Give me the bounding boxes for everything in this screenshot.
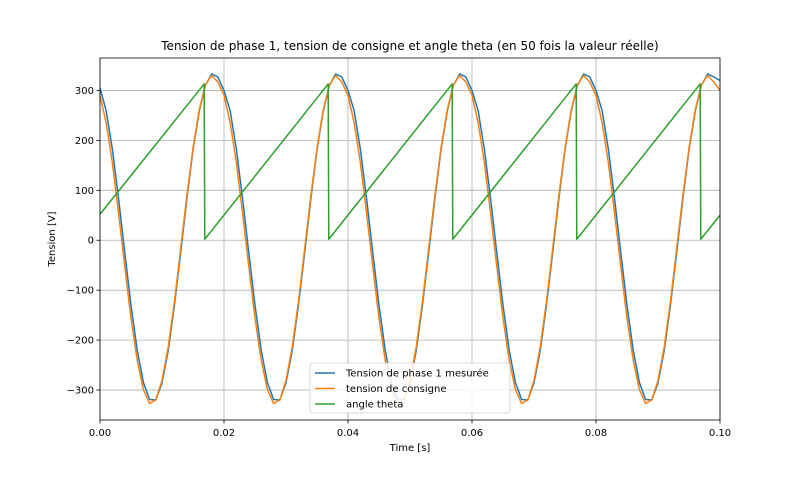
x-tick-label: 0.08 — [585, 428, 607, 439]
y-tick-label: 0 — [88, 236, 94, 247]
legend-box — [309, 362, 511, 414]
x-tick-label: 0.04 — [337, 428, 359, 439]
y-tick-label: 300 — [75, 86, 94, 97]
ticks: 0.00 0.02 0.04 0.06 0.08 0.10 −300 −200 −100 0 100… — [67, 86, 732, 439]
y-axis-label: Tension [V] — [47, 211, 58, 267]
legend: Tension de phase 1 mesurée tension de con… — [309, 362, 511, 414]
y-tick-label: 200 — [75, 136, 94, 147]
legend-label-2: tension de consigne — [346, 384, 447, 395]
x-axis-label: Time [s] — [389, 443, 431, 454]
y-tick-label: −100 — [67, 286, 94, 297]
series-line-3 — [99, 83, 721, 240]
plot-background — [100, 58, 720, 420]
y-tick-label: 100 — [75, 186, 94, 197]
y-tick-label: −200 — [67, 336, 94, 347]
y-tick-label: −300 — [67, 386, 94, 397]
x-tick-label: 0.02 — [213, 428, 235, 439]
legend-label-1: Tension de phase 1 mesurée — [345, 368, 489, 380]
x-tick-label: 0.00 — [89, 428, 111, 439]
x-tick-label: 0.06 — [461, 428, 483, 439]
plot-frame — [99, 57, 721, 421]
chart-title: Tension de phase 1, tension de consigne … — [160, 39, 658, 53]
legend-label-3: angle theta — [346, 400, 403, 411]
x-tick-label: 0.10 — [709, 428, 731, 439]
